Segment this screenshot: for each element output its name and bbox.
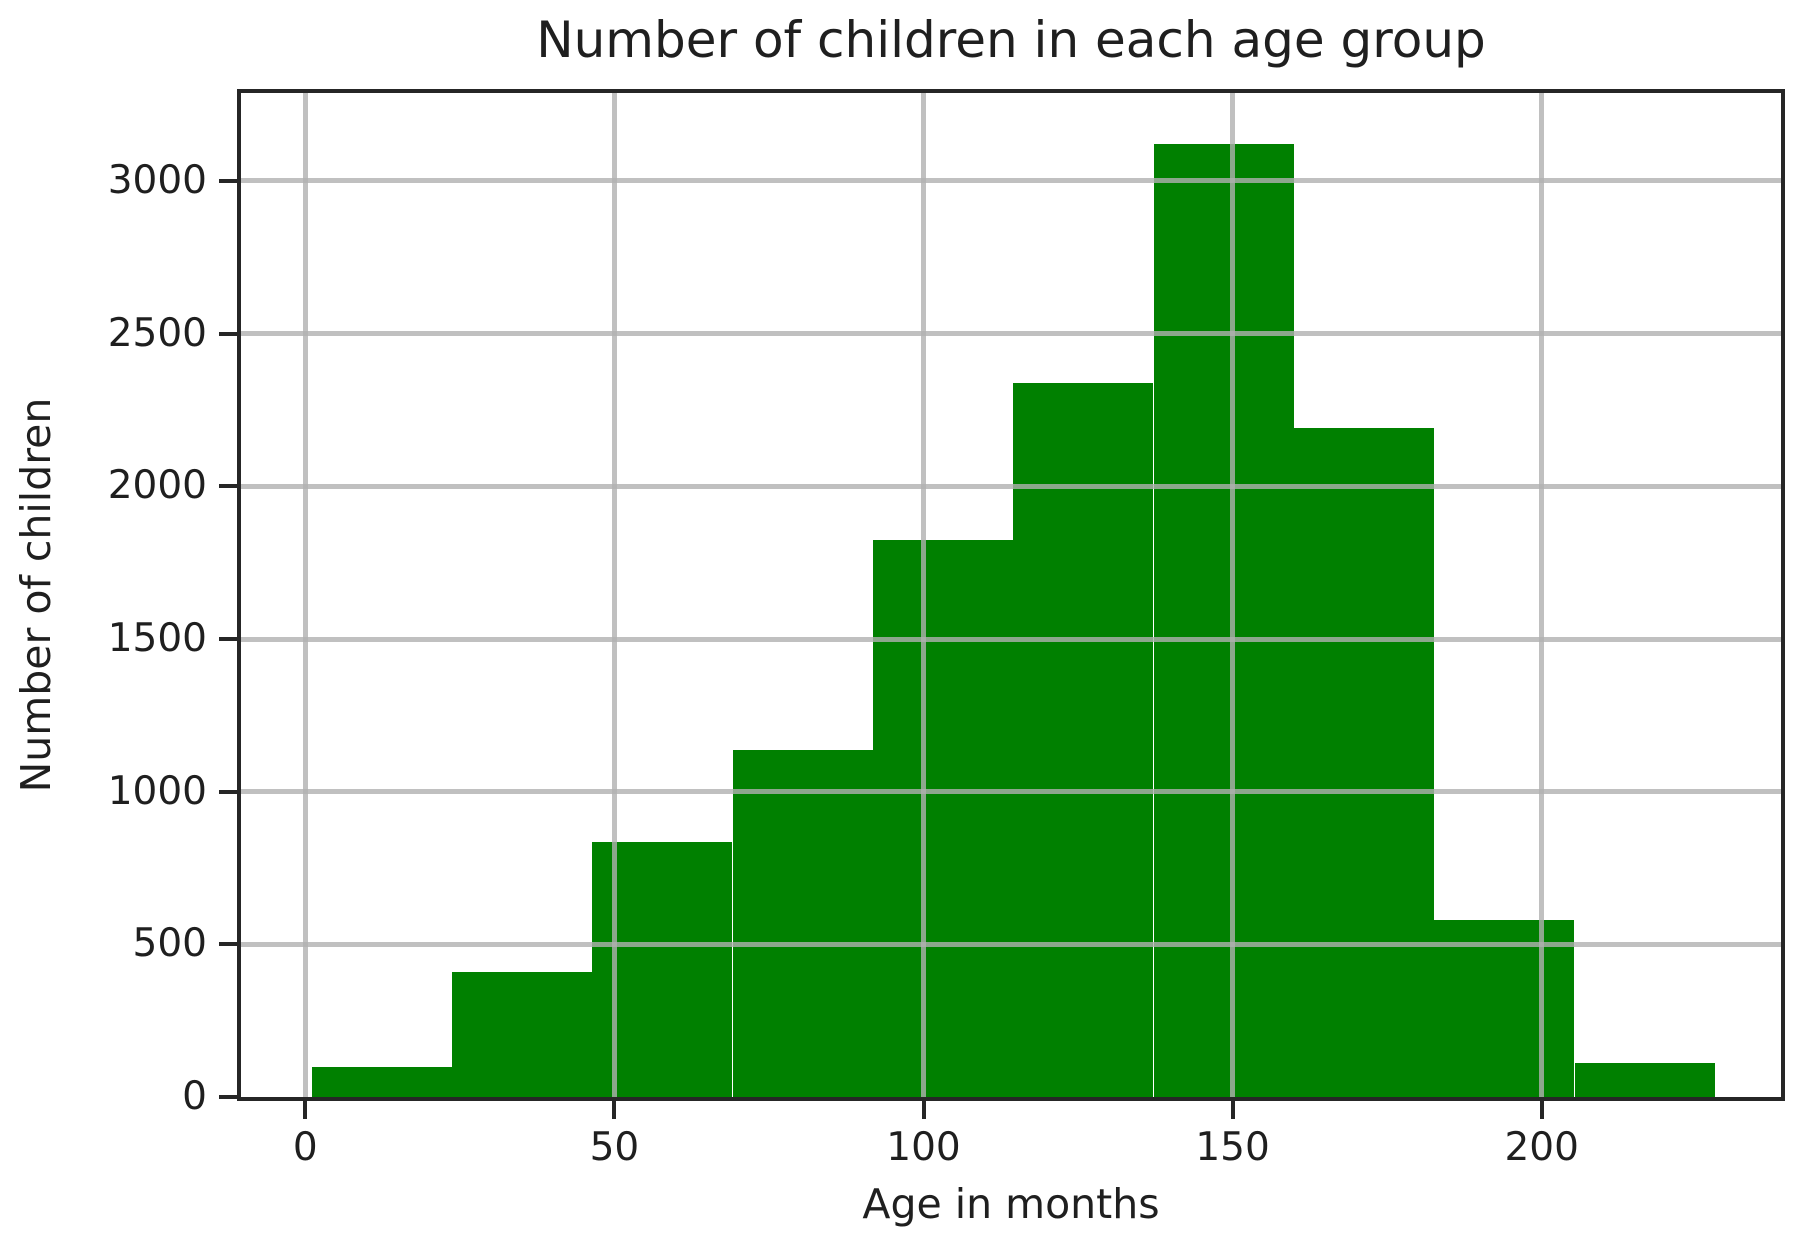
histogram-bar	[1153, 144, 1294, 1097]
y-tick-mark	[219, 942, 237, 947]
horizontal-gridline	[241, 483, 1781, 489]
y-tick-mark	[219, 789, 237, 794]
histogram-bar	[1013, 382, 1154, 1097]
x-tick-mark	[921, 1097, 926, 1119]
horizontal-gridline	[241, 178, 1781, 184]
x-tick-mark	[1230, 1097, 1235, 1119]
y-tick-label: 1500	[107, 616, 207, 661]
y-tick-label: 0	[182, 1074, 207, 1119]
histogram-bar	[732, 750, 873, 1097]
x-tick-label: 50	[589, 1125, 640, 1170]
horizontal-gridline	[241, 636, 1781, 642]
x-axis-label: Age in months	[862, 1180, 1160, 1228]
y-tick-mark	[219, 178, 237, 183]
histogram-bar	[1434, 919, 1575, 1097]
y-tick-label: 2500	[107, 310, 207, 356]
x-tick-mark	[303, 1097, 308, 1119]
horizontal-gridline	[241, 331, 1781, 337]
y-tick-mark	[219, 1095, 237, 1099]
plot-area: 0 50 100 150 200 0 500 1000 1500 2000 2500 3000	[108, 89, 1785, 1169]
y-axis-label: Number of children	[12, 397, 60, 793]
x-tick-mark	[1539, 1097, 1544, 1119]
histogram-bar	[311, 1066, 452, 1097]
vertical-gridline	[611, 93, 617, 1097]
histogram-bar	[1293, 428, 1435, 1097]
y-tick-mark	[219, 484, 237, 489]
y-tick-mark	[219, 637, 237, 641]
chart-title: Number of children in each age group	[536, 11, 1486, 69]
histogram-bar	[1574, 1063, 1715, 1097]
vertical-gridline	[921, 93, 926, 1097]
y-tick-label: 500	[132, 921, 207, 967]
vertical-gridline	[302, 93, 308, 1097]
vertical-gridline	[1230, 93, 1236, 1097]
horizontal-gridline	[241, 789, 1781, 795]
histogram-bar	[451, 971, 593, 1097]
x-tick-label: 200	[1504, 1125, 1579, 1170]
horizontal-gridline	[241, 941, 1781, 947]
y-tick-label: 1000	[107, 768, 207, 814]
y-tick-label: 2000	[107, 463, 207, 509]
y-tick-label: 3000	[107, 157, 207, 203]
x-tick-label: 0	[292, 1125, 318, 1170]
x-tick-label: 100	[886, 1125, 961, 1170]
x-tick-label: 150	[1195, 1125, 1270, 1170]
x-tick-mark	[612, 1097, 617, 1119]
vertical-gridline	[1539, 93, 1545, 1097]
histogram-bar	[872, 539, 1014, 1097]
y-tick-mark	[219, 331, 237, 336]
